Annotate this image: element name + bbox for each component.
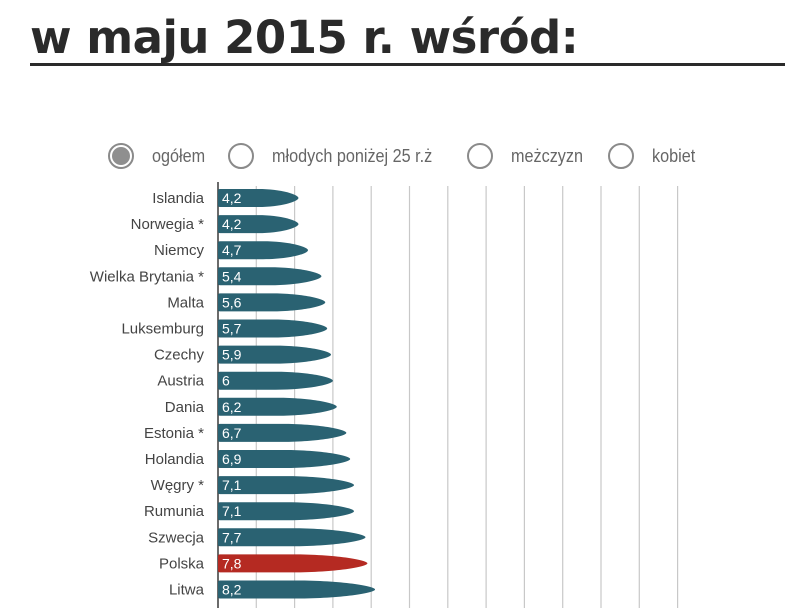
category-label: Malta — [167, 294, 204, 311]
bar — [218, 241, 309, 260]
data-label: 5,6 — [222, 294, 242, 310]
data-label: 6,7 — [222, 425, 242, 441]
filter-option-mezczyzn[interactable]: meżczyzn — [467, 143, 591, 169]
data-label: 5,4 — [222, 268, 242, 284]
data-label: 4,7 — [222, 242, 242, 258]
filter-options: ogółem młodych poniżej 25 r.ż meżczyzn k… — [108, 141, 717, 171]
data-label: 4,2 — [222, 190, 242, 206]
data-label: 6 — [222, 373, 230, 389]
radio-icon[interactable] — [608, 143, 635, 169]
category-label: Litwa — [169, 582, 205, 599]
filter-label: meżczyzn — [511, 145, 584, 166]
category-label: Wielka Brytania * — [90, 268, 204, 285]
data-label: 8,2 — [222, 582, 242, 598]
data-label: 5,9 — [222, 347, 242, 363]
filter-option-ogolem[interactable]: ogółem — [108, 143, 211, 169]
category-label: Holandia — [145, 451, 205, 468]
category-label: Czechy — [154, 347, 205, 364]
filter-option-kobiet[interactable]: kobiet — [608, 143, 700, 169]
title-underline — [30, 63, 785, 66]
bar — [218, 528, 366, 547]
unemployment-bar-chart: 4,2 Islandia 4,2 Norwegia * 4,7 Niemcy 5,4 Wiel… — [90, 182, 679, 608]
category-label: Norwegia * — [131, 216, 205, 233]
radio-icon[interactable] — [228, 143, 255, 169]
bar-highlight — [218, 554, 368, 573]
bar — [218, 502, 354, 521]
bar — [218, 189, 299, 207]
category-label: Węgry * — [151, 477, 205, 494]
category-label: Rumunia — [144, 503, 205, 520]
data-label: 7,1 — [222, 503, 242, 519]
radio-icon[interactable] — [467, 143, 494, 169]
radio-selected-icon[interactable] — [108, 143, 134, 169]
bar — [218, 580, 376, 599]
bar — [218, 345, 331, 364]
filter-label: młodych poniżej 25 r.ż — [272, 145, 433, 166]
bar — [218, 293, 326, 312]
bar — [218, 215, 299, 234]
page-title: w maju 2015 r. wśród: — [30, 11, 579, 64]
data-label: 7,1 — [222, 477, 242, 493]
bar — [218, 319, 328, 338]
data-label: 7,8 — [222, 555, 242, 571]
bar — [218, 371, 333, 390]
data-label: 6,2 — [222, 399, 242, 415]
bar — [218, 423, 347, 442]
category-label: Estonia * — [144, 425, 204, 442]
data-label: 7,7 — [222, 529, 242, 545]
category-label: Niemcy — [154, 242, 205, 259]
bar — [218, 267, 322, 286]
filter-option-mlodych[interactable]: młodych poniżej 25 r.ż — [228, 143, 450, 169]
category-label: Szwecja — [148, 529, 205, 546]
category-label: Islandia — [152, 190, 204, 207]
filter-label: ogółem — [152, 145, 206, 166]
data-label: 6,9 — [222, 451, 242, 467]
filter-label: kobiet — [652, 145, 696, 166]
category-label: Dania — [165, 399, 205, 416]
category-label: Austria — [157, 373, 204, 390]
bar — [218, 397, 337, 416]
category-label: Polska — [159, 555, 205, 572]
bar — [218, 450, 351, 468]
data-label: 5,7 — [222, 321, 242, 337]
category-label: Luksemburg — [121, 321, 204, 338]
bar — [218, 476, 354, 495]
data-label: 4,2 — [222, 216, 242, 232]
